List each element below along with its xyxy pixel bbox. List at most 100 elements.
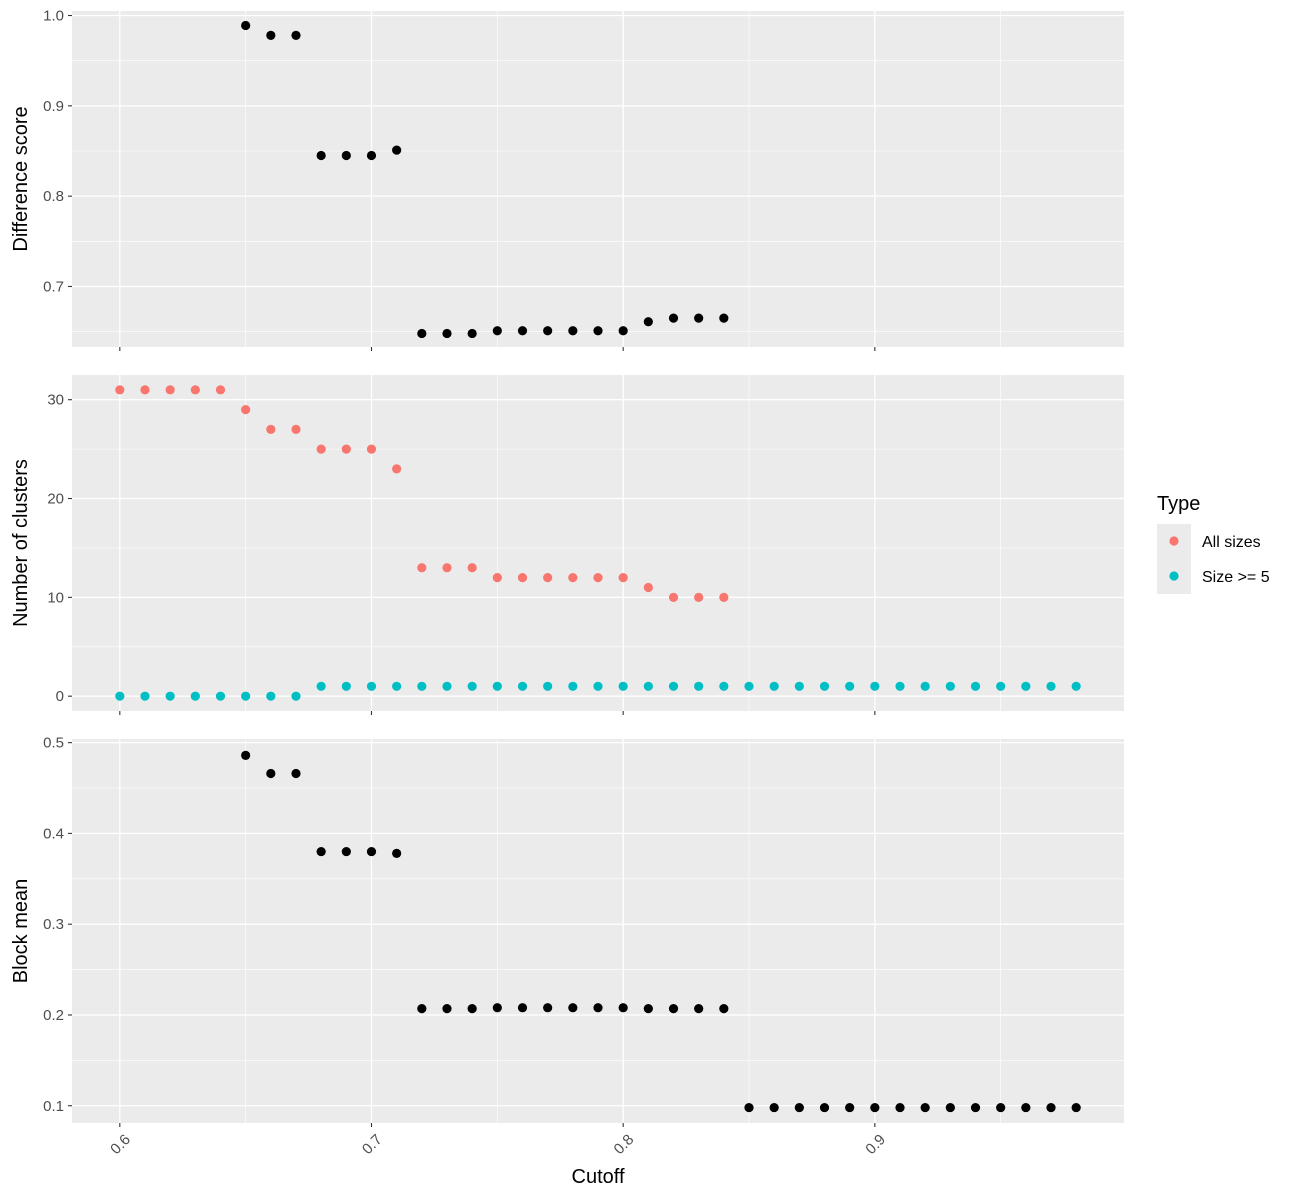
data-point (316, 681, 326, 691)
data-point (492, 572, 502, 583)
data-point (593, 681, 603, 691)
data-point (1071, 681, 1081, 691)
data-point (190, 691, 200, 701)
legend-label: All sizes (1202, 534, 1261, 551)
data-point (970, 1102, 981, 1113)
data-point (392, 464, 402, 474)
data-point (870, 1102, 880, 1113)
x-tick-label: 0.7 (359, 1131, 386, 1158)
data-point (316, 444, 326, 454)
data-point (618, 681, 628, 691)
data-point (316, 150, 326, 161)
data-point (1021, 1102, 1031, 1113)
data-point (492, 681, 502, 691)
data-point (593, 326, 603, 336)
data-point (241, 750, 251, 760)
data-point (845, 681, 855, 691)
y-tick-label: 10 (47, 589, 64, 606)
data-point (517, 681, 528, 691)
data-point (517, 1003, 528, 1013)
legend-key (1169, 571, 1179, 581)
y-axis-title: Number of clusters (10, 459, 32, 627)
data-point (1021, 681, 1031, 691)
data-point (668, 1004, 679, 1014)
y-tick-label: 0.4 (43, 825, 64, 842)
data-point (819, 681, 830, 691)
data-point (719, 313, 729, 323)
data-point (643, 582, 653, 593)
data-point (417, 681, 427, 691)
data-point (291, 691, 301, 701)
data-point (517, 326, 528, 336)
legend-label: Size >= 5 (1202, 569, 1270, 586)
data-point (165, 385, 175, 395)
data-point (694, 592, 704, 602)
data-point (442, 563, 452, 573)
y-tick-label: 0.8 (43, 188, 64, 205)
legend-key-background (1157, 524, 1191, 594)
data-point (241, 691, 251, 701)
data-point (366, 150, 377, 161)
data-point (593, 572, 603, 583)
data-point (819, 1102, 830, 1113)
data-point (266, 691, 276, 701)
data-point (1046, 681, 1056, 691)
y-tick-label: 20 (47, 491, 64, 508)
data-point (794, 1102, 804, 1113)
data-point (694, 313, 704, 323)
data-point (266, 30, 276, 40)
data-point (845, 1102, 855, 1113)
data-point (568, 326, 578, 336)
data-point (668, 592, 679, 602)
data-point (543, 326, 553, 336)
data-point (366, 444, 377, 454)
data-point (291, 424, 301, 434)
data-point (668, 313, 679, 323)
data-point (140, 691, 150, 701)
data-point (593, 1003, 603, 1013)
panel-background (72, 11, 1124, 347)
data-point (442, 681, 452, 691)
data-point (392, 145, 402, 155)
data-point (215, 691, 226, 701)
data-point (165, 691, 175, 701)
data-point (870, 681, 880, 691)
data-point (140, 385, 150, 395)
data-point (769, 1102, 779, 1113)
data-point (895, 681, 905, 691)
data-point (568, 681, 578, 691)
x-tick-label: 0.9 (862, 1131, 889, 1158)
y-tick-label: 0.1 (43, 1098, 64, 1115)
data-point (643, 317, 653, 327)
y-tick-label: 0.9 (43, 98, 64, 115)
data-point (417, 328, 427, 339)
data-point (115, 691, 125, 701)
data-point (643, 1004, 653, 1014)
data-point (920, 1102, 930, 1113)
panel-background (72, 739, 1124, 1123)
data-point (996, 1102, 1006, 1113)
data-point (618, 572, 628, 583)
data-point (719, 592, 729, 602)
y-axis-title: Difference score (10, 106, 32, 251)
data-point (341, 444, 351, 454)
data-point (392, 681, 402, 691)
data-point (618, 326, 628, 336)
data-point (467, 563, 477, 573)
data-point (643, 681, 653, 691)
data-point (668, 681, 679, 691)
data-point (945, 1102, 955, 1113)
data-point (291, 768, 301, 779)
data-point (215, 385, 226, 395)
data-point (568, 572, 578, 583)
data-point (744, 681, 754, 691)
data-point (266, 424, 276, 434)
data-point (467, 681, 477, 691)
y-tick-label: 0.5 (43, 735, 64, 752)
data-point (970, 681, 981, 691)
data-point (190, 385, 200, 395)
data-point (945, 681, 955, 691)
y-tick-label: 1.0 (43, 8, 64, 25)
data-point (1071, 1102, 1081, 1113)
